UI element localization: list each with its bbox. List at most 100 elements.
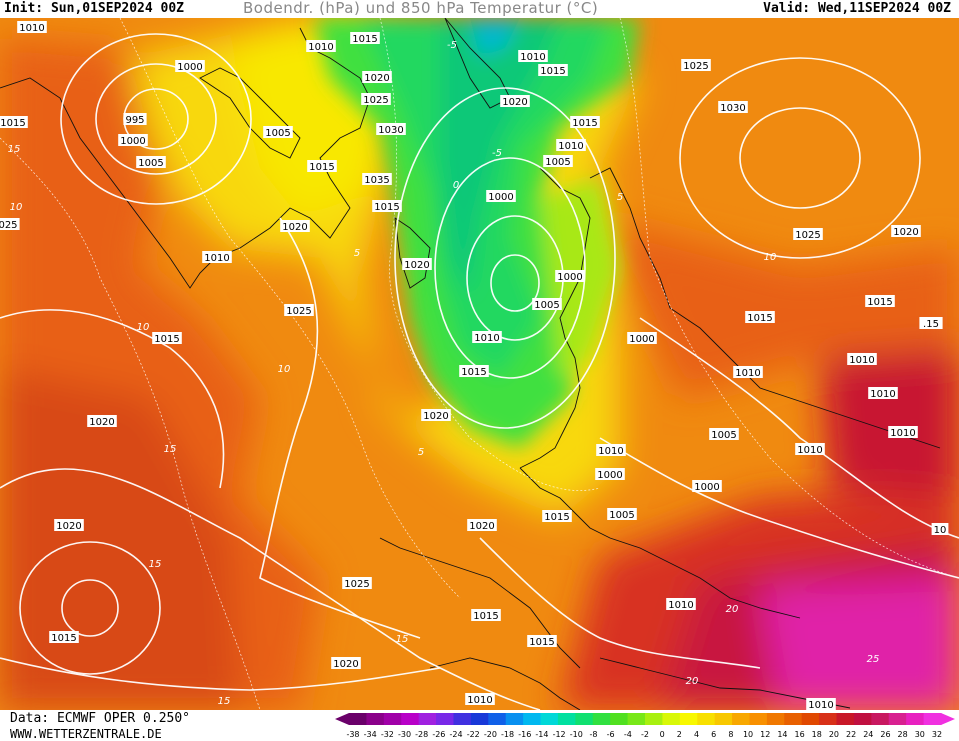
isobar-value: 1010 bbox=[204, 253, 229, 264]
isobar-value: 1020 bbox=[469, 521, 494, 532]
isobar-value: 1015 bbox=[352, 34, 377, 45]
isotherm-value: 15 bbox=[218, 696, 231, 707]
isobar-label: 1000 bbox=[118, 134, 148, 147]
legend-swatch bbox=[662, 713, 681, 725]
isobar-value: 1025 bbox=[683, 61, 708, 72]
isobar-label: 1025 bbox=[361, 93, 391, 106]
legend-tick-label: -20 bbox=[484, 730, 497, 739]
legend-swatch bbox=[557, 713, 576, 725]
isobar-label: 1005 bbox=[709, 428, 739, 441]
isotherm-value: 15 bbox=[396, 634, 409, 645]
isobar-label: 1010 bbox=[806, 698, 836, 710]
isobar-label: 1020 bbox=[891, 225, 921, 238]
isobar-value: 1020 bbox=[364, 73, 389, 84]
legend-tick-label: -22 bbox=[467, 730, 480, 739]
isobar-value: 1010 bbox=[849, 355, 874, 366]
legend-swatch bbox=[645, 713, 663, 725]
isotherm-lines bbox=[0, 18, 959, 710]
isobar-label: 1015 bbox=[307, 160, 337, 173]
isobar-value: 1010 bbox=[735, 368, 760, 379]
site-name: WWW.WETTERZENTRALE.DE bbox=[10, 727, 162, 741]
map-title: Bodendr. (hPa) und 850 hPa Temperatur (°… bbox=[243, 0, 599, 17]
legend-tick-label: 22 bbox=[846, 730, 856, 739]
legend-swatch bbox=[575, 713, 594, 725]
isobar-label: 1020 bbox=[362, 71, 392, 84]
isobar-label: 10 bbox=[931, 523, 949, 536]
isobar-value: 1015 bbox=[540, 66, 565, 77]
legend-swatch bbox=[749, 713, 768, 725]
data-source: Data: ECMWF OPER 0.250° bbox=[10, 711, 191, 726]
legend-swatch bbox=[453, 713, 472, 725]
legend-tick-label: 18 bbox=[812, 730, 822, 739]
legend-tick-label: 10 bbox=[743, 730, 753, 739]
legend-swatch bbox=[470, 713, 489, 725]
isobar-label: 1010 bbox=[888, 426, 918, 439]
legend-tick-label: 20 bbox=[829, 730, 839, 739]
isobar-value: 1010 bbox=[797, 445, 822, 456]
legend-tick-label: -6 bbox=[607, 730, 615, 739]
isobar-value: 1000 bbox=[177, 62, 202, 73]
isobar-value: 1020 bbox=[282, 222, 307, 233]
isobar-value: 1010 bbox=[474, 333, 499, 344]
legend-swatch bbox=[540, 713, 559, 725]
isobar-label: 1020 bbox=[467, 519, 497, 532]
legend-tick-label: -12 bbox=[553, 730, 566, 739]
isobar-label: 1015 bbox=[527, 635, 557, 648]
isobar-value: .15 bbox=[923, 319, 939, 330]
legend-tick-label: 0 bbox=[660, 730, 665, 739]
isotherm-value: 10 bbox=[278, 364, 291, 375]
isobar-value: 1000 bbox=[629, 334, 654, 345]
isobar-label: 1030 bbox=[376, 123, 406, 136]
isobar-label: 1020 bbox=[500, 95, 530, 108]
isobar-label: 1010 bbox=[472, 331, 502, 344]
isobar-value: 1015 bbox=[154, 334, 179, 345]
legend-tick-label: 6 bbox=[711, 730, 716, 739]
legend-tick-label: 12 bbox=[760, 730, 770, 739]
isobar-value: 1000 bbox=[120, 136, 145, 147]
legend-swatch bbox=[697, 713, 716, 725]
isobar-value: 1010 bbox=[890, 428, 915, 439]
isobar-value: 1000 bbox=[488, 192, 513, 203]
isobar-label: 1015 bbox=[745, 311, 775, 324]
isobar-label: 1020 bbox=[402, 258, 432, 271]
isotherm-value: 25 bbox=[867, 654, 880, 665]
isobar-label: 1005 bbox=[136, 156, 166, 169]
isotherm-value: 15 bbox=[164, 444, 177, 455]
legend-swatch bbox=[801, 713, 820, 725]
legend-swatch bbox=[505, 713, 524, 725]
isobar-value: 1000 bbox=[597, 470, 622, 481]
isobar-value: 1015 bbox=[867, 297, 892, 308]
legend-swatch bbox=[732, 713, 750, 725]
isobar-label: 1005 bbox=[263, 126, 293, 139]
isobar-label: 1010 bbox=[306, 40, 336, 53]
legend-tick-label: 32 bbox=[932, 730, 942, 739]
isobar-label: 1020 bbox=[280, 220, 310, 233]
legend-swatch bbox=[436, 713, 454, 725]
isobar-value: 1015 bbox=[309, 162, 334, 173]
isobar-value: 1015 bbox=[461, 367, 486, 378]
isobar-label: 1020 bbox=[54, 519, 84, 532]
isobar-label: 1005 bbox=[543, 155, 573, 168]
legend-tick-label: -10 bbox=[570, 730, 583, 739]
isobar-value: 1015 bbox=[572, 118, 597, 129]
isobar-value: 1010 bbox=[668, 600, 693, 611]
isobar-value: 1020 bbox=[56, 521, 81, 532]
isobar-label: 1015 bbox=[542, 510, 572, 523]
isobar-value: 1005 bbox=[545, 157, 570, 168]
isobar-value: 1020 bbox=[502, 97, 527, 108]
isobar-value: 1005 bbox=[138, 158, 163, 169]
coastlines bbox=[0, 18, 941, 710]
isobar-label: 1015 bbox=[459, 365, 489, 378]
isobar-label: 1015 bbox=[0, 116, 28, 129]
legend-swatch bbox=[592, 713, 611, 725]
isobar-label: 1020 bbox=[331, 657, 361, 670]
legend-swatch bbox=[836, 713, 855, 725]
map-footer: Data: ECMWF OPER 0.250° WWW.WETTERZENTRA… bbox=[0, 710, 959, 741]
isobar-label: 1010 bbox=[518, 50, 548, 63]
legend-swatch bbox=[679, 713, 698, 725]
isobar-value: 1020 bbox=[89, 417, 114, 428]
isobar-label: 1000 bbox=[692, 480, 722, 493]
isobar-value: 1015 bbox=[0, 118, 25, 129]
